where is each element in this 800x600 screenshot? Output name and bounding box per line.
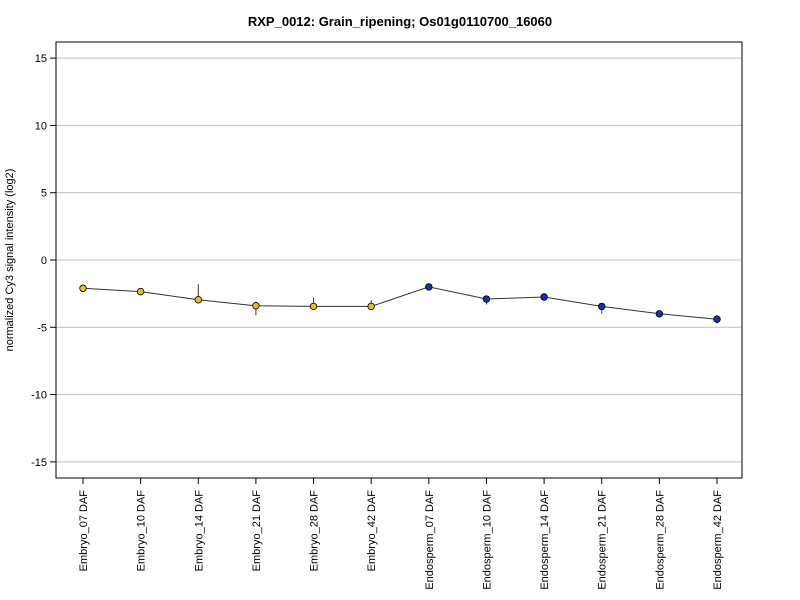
y-tick-label: 5 [41,188,47,200]
x-tick-label: Endosperm_28 DAF [654,490,666,590]
data-point [482,295,491,303]
x-tick-label: Embryo_28 DAF [309,490,321,572]
data-point [79,284,87,292]
data-point [655,310,664,318]
chart-title: RXP_0012: Grain_ripening; Os01g0110700_1… [248,14,552,29]
x-tick-label: Embryo_21 DAF [251,490,263,572]
x-tick-label: Embryo_42 DAF [366,490,378,572]
plot-frame [55,41,743,479]
y-tick-label: -10 [31,390,47,402]
y-tick-label: 15 [35,53,47,65]
series-expression [79,283,721,324]
y-tick-label: -5 [37,322,47,334]
x-tick-label: Endosperm_14 DAF [539,490,551,590]
y-axis-label: normalized Cy3 signal intensity (log2) [4,169,16,352]
x-axis-ticks: Embryo_07 DAF Embryo_10 DAF Embryo_14 DAF E… [78,478,724,590]
x-tick-label: Endosperm_21 DAF [597,490,609,590]
x-tick-label: Embryo_10 DAF [136,490,148,572]
y-axis-ticks: 15 10 5 0 -5 -10 -15 [31,53,56,469]
y-tick-label: 10 [35,120,47,132]
data-point [309,302,318,311]
x-tick-label: Embryo_14 DAF [193,490,205,572]
data-point [194,295,202,304]
x-tick-label: Embryo_07 DAF [78,490,90,572]
data-point [713,315,721,323]
data-point [598,302,606,311]
y-tick-label: -15 [31,457,47,469]
data-point [540,293,548,301]
grid-lines [56,57,742,463]
data-point [367,302,375,311]
y-tick-label: 0 [41,255,47,267]
data-point [252,302,260,310]
series-line [82,286,718,320]
data-point [425,283,433,291]
x-tick-label: Endosperm_10 DAF [481,490,493,590]
data-point [136,287,145,296]
x-tick-label: Endosperm_07 DAF [424,490,436,590]
x-tick-label: Endosperm_42 DAF [712,490,724,590]
